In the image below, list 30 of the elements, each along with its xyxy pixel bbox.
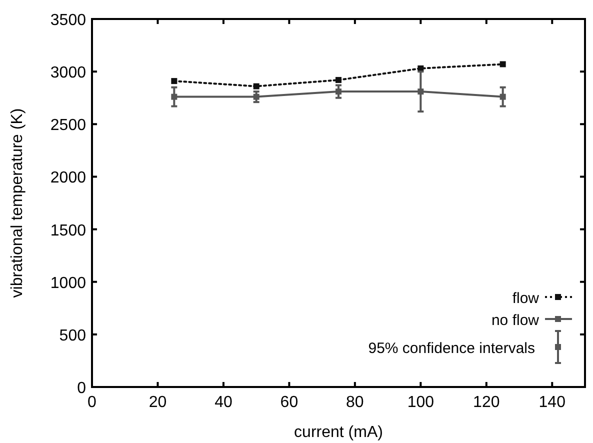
y-tick-label: 2000	[50, 170, 86, 187]
x-tick-label: 40	[214, 394, 232, 411]
legend-label: no flow	[491, 312, 540, 329]
x-axis-title: current (mA)	[294, 424, 383, 441]
point	[171, 78, 178, 84]
x-tick-label: 120	[473, 394, 500, 411]
legend-label: flow	[512, 290, 540, 307]
y-tick-label: 3500	[50, 12, 86, 29]
x-tick-label: 60	[280, 394, 298, 411]
y-tick-label: 1500	[50, 222, 86, 240]
point	[336, 76, 342, 83]
y-axis-title: vibrational temperature (K)	[9, 108, 26, 298]
y-tick-label: 1000	[50, 274, 86, 292]
point	[253, 83, 260, 90]
y-tick-label: 0	[77, 380, 86, 397]
y-tick-label: 2500	[50, 117, 86, 134]
x-tick-label: 0	[88, 394, 97, 411]
point	[418, 88, 424, 95]
point	[253, 94, 260, 100]
x-tick-label: 20	[148, 394, 167, 411]
y-tick-label: 3000	[50, 64, 86, 82]
x-tick-label: 140	[538, 394, 566, 411]
point	[336, 88, 342, 95]
point	[171, 94, 178, 100]
x-tick-label: 100	[407, 394, 434, 411]
y-tick-label: 500	[59, 327, 86, 344]
point	[500, 61, 506, 68]
point	[500, 94, 506, 100]
x-tick-label: 80	[346, 394, 364, 411]
annotation: 95% confidence intervals	[368, 340, 535, 357]
